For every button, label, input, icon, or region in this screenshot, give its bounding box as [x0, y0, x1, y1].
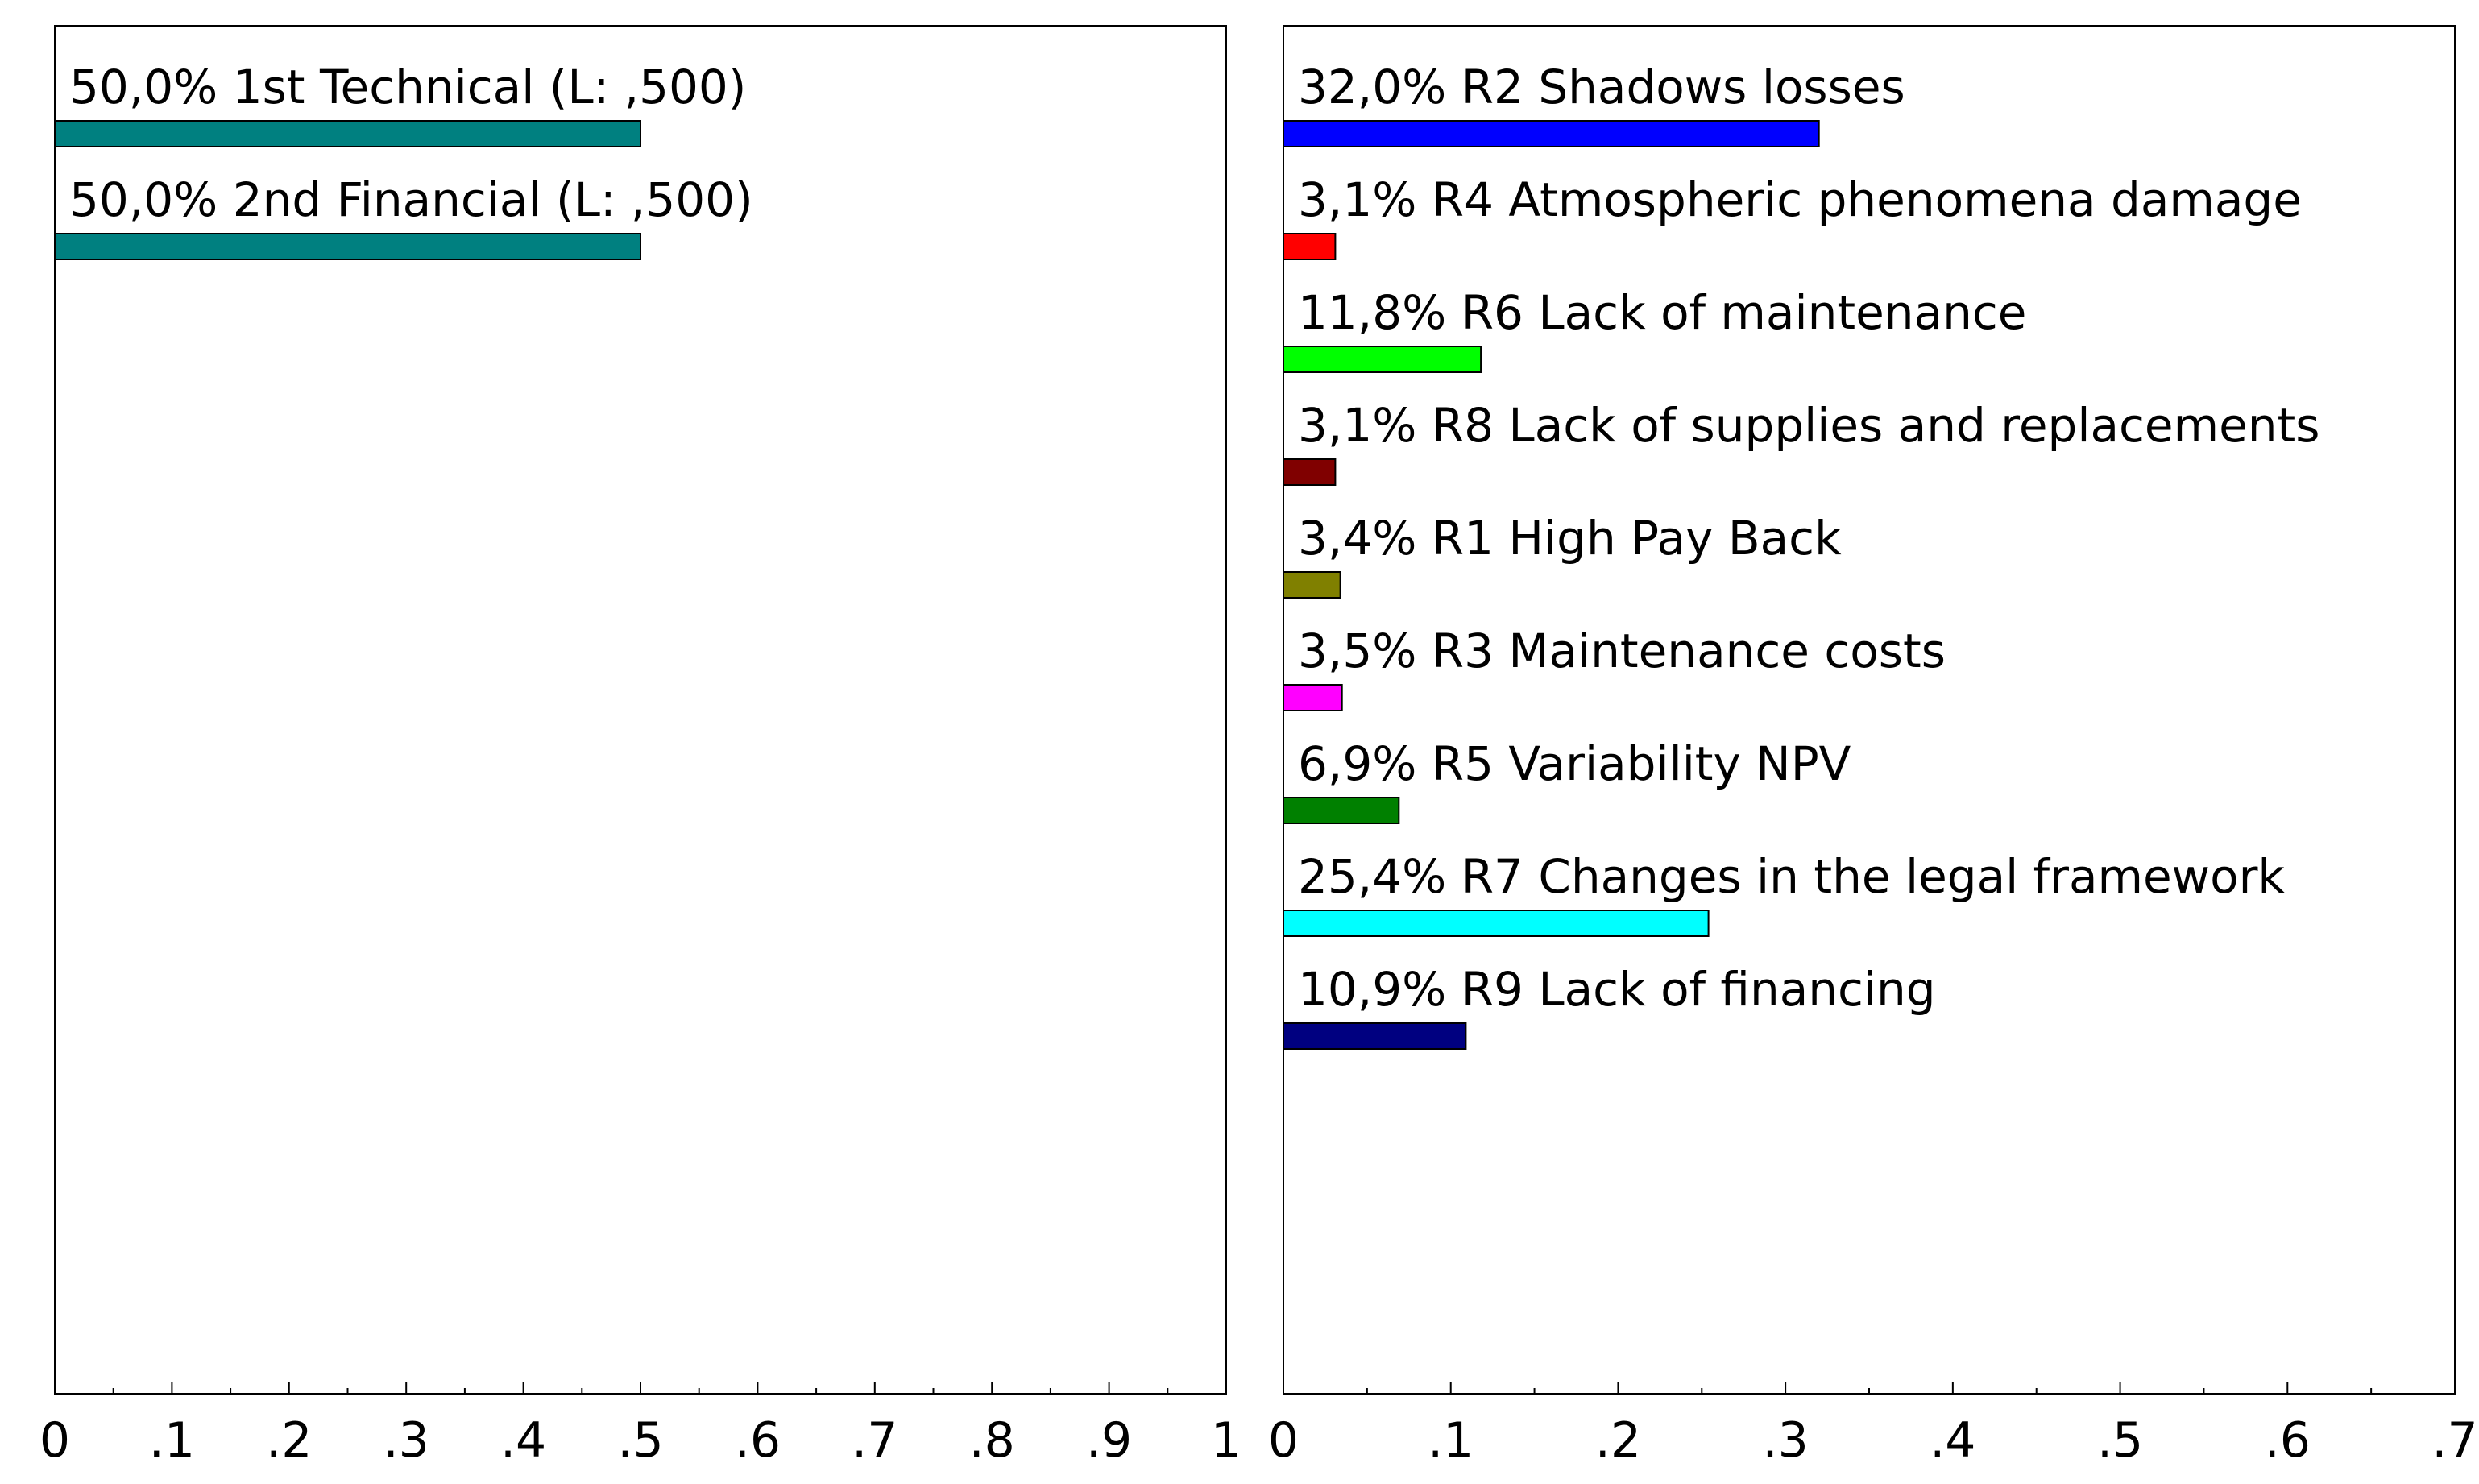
right-tick-label-4: .4 — [1930, 1412, 1975, 1469]
right-tick-label-2: .2 — [1595, 1412, 1641, 1469]
right-bar-1 — [1283, 120, 1820, 147]
left-tick-label-0: 0 — [39, 1412, 70, 1469]
right-bar-4 — [1283, 458, 1337, 486]
left-chart-panel: 50,0% 1st Technical (L: ,500) 50,0% 2nd F… — [39, 25, 1242, 1469]
right-bar-label-6: 3,5% R3 Maintenance costs — [1298, 624, 1946, 678]
left-bar-label-2: 50,0% 2nd Financial (L: ,500) — [69, 172, 753, 227]
right-bar-label-2: 3,1% R4 Atmospheric phenomena damage — [1298, 172, 2302, 227]
right-bar-label-3: 11,8% R6 Lack of maintenance — [1298, 285, 2026, 340]
right-bar-6 — [1283, 684, 1343, 711]
right-bar-label-7: 6,9% R5 Variability NPV — [1298, 736, 1851, 791]
left-bar-label-1: 50,0% 1st Technical (L: ,500) — [69, 60, 746, 114]
right-bar-2 — [1283, 233, 1337, 260]
right-chart-frame — [1283, 25, 2456, 1395]
left-bar-1 — [54, 120, 641, 147]
right-bar-label-8: 25,4% R7 Changes in the legal framework — [1298, 849, 2285, 904]
left-tick-label-7: .7 — [852, 1412, 897, 1469]
right-bar-label-1: 32,0% R2 Shadows losses — [1298, 60, 1905, 114]
left-tick-label-8: .8 — [969, 1412, 1015, 1469]
left-tick-label-1: .1 — [149, 1412, 195, 1469]
left-tick-label-2: .2 — [266, 1412, 312, 1469]
left-tick-label-10: 1 — [1211, 1412, 1242, 1469]
right-bar-5 — [1283, 571, 1341, 599]
right-bar-3 — [1283, 346, 1482, 373]
right-tick-label-1: .1 — [1428, 1412, 1474, 1469]
left-tick-label-4: .4 — [500, 1412, 546, 1469]
right-bar-9 — [1283, 1022, 1467, 1050]
left-tick-label-6: .6 — [735, 1412, 781, 1469]
right-tick-label-0: 0 — [1268, 1412, 1299, 1469]
right-bar-label-5: 3,4% R1 High Pay Back — [1298, 511, 1842, 566]
left-tick-label-5: .5 — [617, 1412, 663, 1469]
right-bar-label-9: 10,9% R9 Lack of financing — [1298, 962, 1936, 1017]
right-tick-label-6: .6 — [2265, 1412, 2311, 1469]
right-tick-label-5: .5 — [2097, 1412, 2143, 1469]
right-tick-label-3: .3 — [1763, 1412, 1809, 1469]
left-bar-2 — [54, 233, 641, 260]
right-bar-8 — [1283, 910, 1710, 937]
right-chart-panel: 32,0% R2 Shadows losses 3,1% R4 Atmospher… — [1268, 25, 2478, 1469]
left-tick-label-3: .3 — [383, 1412, 429, 1469]
left-chart-frame — [54, 25, 1227, 1395]
right-tick-label-7: .7 — [2431, 1412, 2477, 1469]
right-bar-label-4: 3,1% R8 Lack of supplies and replacement… — [1298, 398, 2319, 453]
right-bar-7 — [1283, 797, 1400, 824]
left-tick-label-9: .9 — [1086, 1412, 1132, 1469]
